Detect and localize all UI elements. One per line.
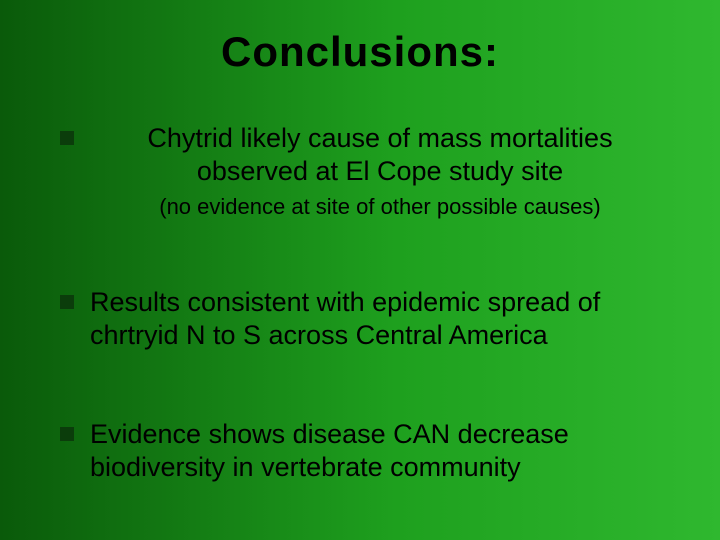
slide: Conclusions: Chytrid likely cause of mas…	[0, 0, 720, 540]
bullet-marker-icon	[60, 131, 74, 145]
bullet-text: Chytrid likely cause of mass mortalities…	[90, 122, 670, 188]
bullet-marker-icon	[60, 427, 74, 441]
slide-body: Chytrid likely cause of mass mortalities…	[0, 84, 720, 484]
bullet-item: Chytrid likely cause of mass mortalities…	[60, 122, 670, 188]
bullet-marker-icon	[60, 295, 74, 309]
bullet-text: Results consistent with epidemic spread …	[90, 286, 670, 352]
slide-title: Conclusions:	[0, 0, 720, 84]
bullet-item: Results consistent with epidemic spread …	[60, 286, 670, 352]
bullet-subnote: (no evidence at site of other possible c…	[90, 194, 670, 220]
subnote-text: (no evidence at site of other possible c…	[159, 194, 600, 219]
bullet-text: Evidence shows disease CAN decrease biod…	[90, 418, 670, 484]
bullet-item: Evidence shows disease CAN decrease biod…	[60, 418, 670, 484]
